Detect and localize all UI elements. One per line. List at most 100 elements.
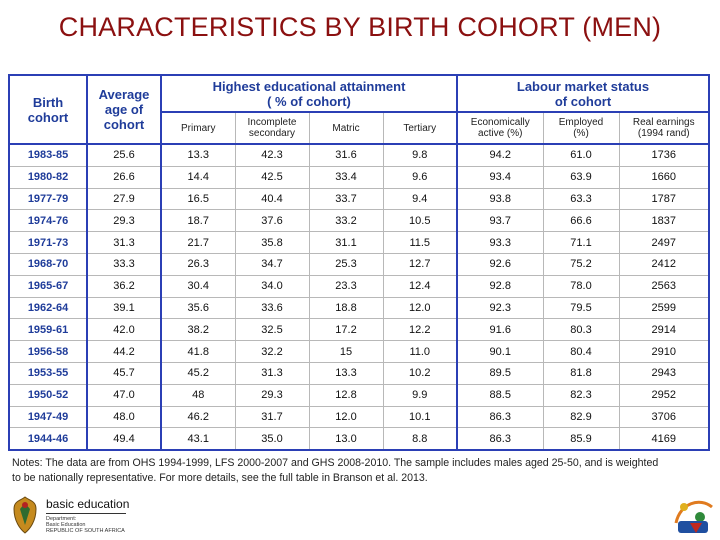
cell-incomplete-secondary: 31.3 [234,362,309,385]
cell-economically-active: 93.4 [457,166,543,189]
header-incomplete-secondary: Incomplete secondary [234,111,309,145]
cell-tertiary: 12.0 [382,297,458,320]
cell-average-age: 27.9 [87,188,162,211]
cell-average-age: 39.1 [87,297,162,320]
table-row: 1959-61 42.0 38.2 32.5 17.2 12.2 91.6 80.3 2914 [8,318,710,342]
table-row: 1947-49 48.0 46.2 31.7 12.0 10.1 86.3 82.9 3706 [8,406,710,429]
cell-real-earnings: 1837 [618,209,710,233]
cell-real-earnings: 2914 [618,318,710,342]
cell-cohort: 1974-76 [8,209,88,233]
cell-incomplete-secondary: 35.8 [234,231,309,254]
cell-employed: 80.4 [542,340,619,363]
notes-line-1: Notes: The data are from OHS 1994-1999, … [12,457,659,469]
table-row: 1965-67 36.2 30.4 34.0 23.3 12.4 92.8 78.0 2563 [8,275,710,298]
cell-incomplete-secondary: 42.5 [234,166,309,189]
cell-economically-active: 93.8 [457,188,543,211]
cell-matric: 23.3 [308,275,383,298]
cell-matric: 31.6 [308,144,383,167]
cell-primary: 16.5 [161,188,235,211]
cell-tertiary: 11.5 [382,231,458,254]
cell-matric: 33.4 [308,166,383,189]
coat-of-arms-icon [13,496,37,534]
cell-tertiary: 9.6 [382,166,458,189]
cell-real-earnings: 2563 [618,275,710,298]
cell-average-age: 26.6 [87,166,162,189]
cell-tertiary: 10.1 [382,406,458,429]
cell-real-earnings: 2412 [618,253,710,276]
cell-tertiary: 12.4 [382,275,458,298]
cell-incomplete-secondary: 29.3 [234,384,309,407]
header-economically-active: Economically active (%) [457,111,543,145]
cell-employed: 78.0 [542,275,619,298]
cell-tertiary: 12.7 [382,253,458,276]
header-employed: Employed (%) [542,111,619,145]
cell-incomplete-secondary: 35.0 [234,427,309,452]
cell-economically-active: 92.3 [457,297,543,320]
logo-divider [46,513,126,514]
header-matric: Matric [308,111,383,145]
cell-average-age: 47.0 [87,384,162,407]
cell-cohort: 1977-79 [8,188,88,211]
cell-incomplete-secondary: 32.2 [234,340,309,363]
cell-incomplete-secondary: 37.6 [234,209,309,233]
cell-matric: 31.1 [308,231,383,254]
cell-average-age: 31.3 [87,231,162,254]
cell-employed: 75.2 [542,253,619,276]
cell-primary: 38.2 [161,318,235,342]
cell-cohort: 1959-61 [8,318,88,342]
cell-employed: 61.0 [542,144,619,167]
page-title: CHARACTERISTICS BY BIRTH COHORT (MEN) [58,12,662,42]
cell-employed: 63.9 [542,166,619,189]
cell-employed: 81.8 [542,362,619,385]
cell-matric: 13.0 [308,427,383,452]
cell-primary: 14.4 [161,166,235,189]
cell-matric: 25.3 [308,253,383,276]
cell-real-earnings: 2910 [618,340,710,363]
cell-cohort: 1944-46 [8,427,88,452]
cell-economically-active: 92.8 [457,275,543,298]
cell-primary: 48 [161,384,235,407]
cell-average-age: 42.0 [87,318,162,342]
cell-real-earnings: 2943 [618,362,710,385]
cell-employed: 85.9 [542,427,619,452]
cell-real-earnings: 2497 [618,231,710,254]
cell-incomplete-secondary: 33.6 [234,297,309,320]
cell-incomplete-secondary: 42.3 [234,144,309,167]
cell-primary: 45.2 [161,362,235,385]
table-row: 1983-85 25.6 13.3 42.3 31.6 9.8 94.2 61.0 1736 [8,144,710,167]
cell-employed: 82.9 [542,406,619,429]
cell-primary: 46.2 [161,406,235,429]
header-primary: Primary [160,111,235,145]
table-row: 1956-58 44.2 41.8 32.2 15 11.0 90.1 80.4 2910 [8,340,710,363]
cell-incomplete-secondary: 34.0 [234,275,309,298]
table-row: 1977-79 27.9 16.5 40.4 33.7 9.4 93.8 63.3 1787 [8,188,710,211]
cell-real-earnings: 4169 [618,427,710,452]
table-row: 1950-52 47.0 48 29.3 12.8 9.9 88.5 82.3 2952 [8,384,710,407]
cell-matric: 18.8 [308,297,383,320]
cell-tertiary: 12.2 [382,318,458,342]
cell-tertiary: 8.8 [382,427,458,452]
cell-average-age: 36.2 [87,275,162,298]
cell-matric: 33.2 [308,209,383,233]
cell-primary: 41.8 [161,340,235,363]
cell-matric: 17.2 [308,318,383,342]
cell-primary: 43.1 [161,427,235,452]
cell-employed: 63.3 [542,188,619,211]
cell-primary: 30.4 [161,275,235,298]
cell-employed: 79.5 [542,297,619,320]
cell-primary: 26.3 [161,253,235,276]
cell-economically-active: 89.5 [457,362,543,385]
cell-average-age: 45.7 [87,362,162,385]
basic-education-logo: basic education Department: Basic Educat… [10,493,210,538]
logo-line-3: REPUBLIC OF SOUTH AFRICA [46,528,125,534]
cell-matric: 15 [308,340,383,363]
cell-real-earnings: 2952 [618,384,710,407]
cell-primary: 21.7 [161,231,235,254]
cell-employed: 66.6 [542,209,619,233]
cell-real-earnings: 1787 [618,188,710,211]
cell-average-age: 29.3 [87,209,162,233]
cell-average-age: 25.6 [87,144,162,167]
cell-employed: 80.3 [542,318,619,342]
cell-real-earnings: 2599 [618,297,710,320]
cell-tertiary: 11.0 [382,340,458,363]
